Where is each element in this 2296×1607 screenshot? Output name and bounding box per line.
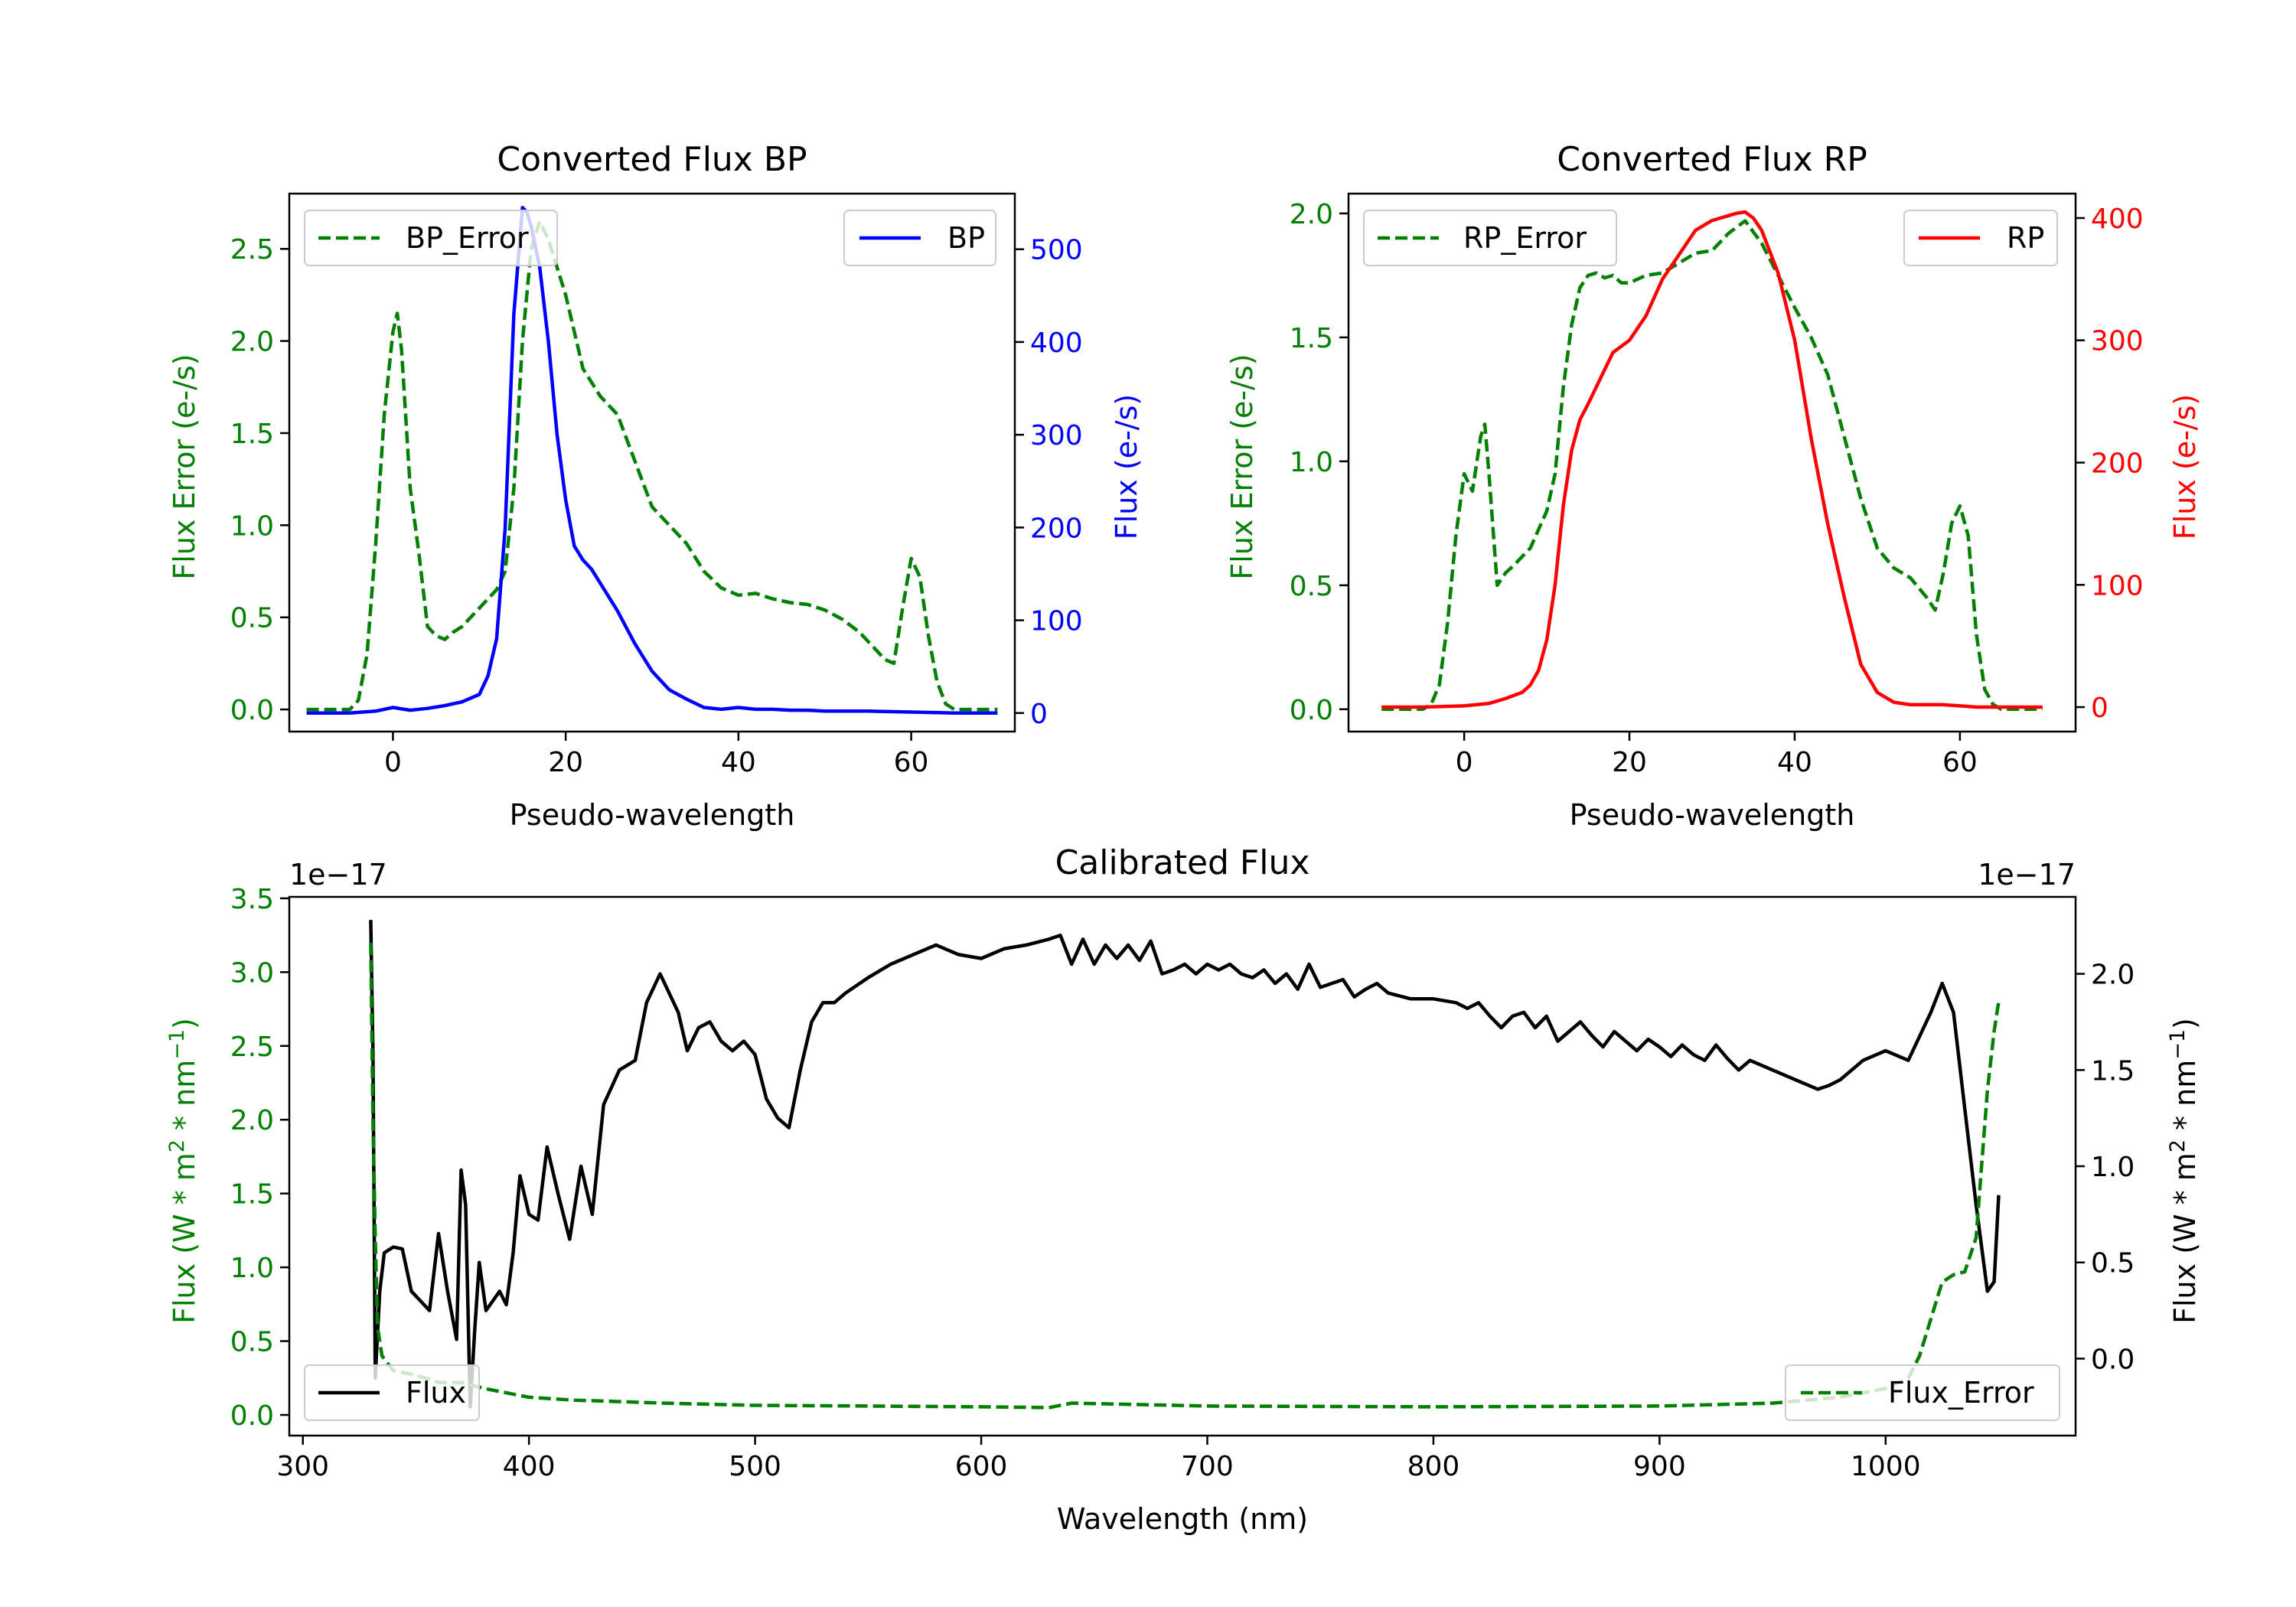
cal-xtick-label: 300 — [276, 1451, 329, 1482]
bp-series-bp — [306, 205, 998, 715]
cal-axes-frame — [288, 895, 2077, 1437]
rp-xtick-label: 20 — [1612, 747, 1647, 778]
bp-ytick-right-label: 100 — [1030, 606, 1083, 637]
cal-xtick-label: 1000 — [1851, 1451, 1921, 1482]
rp-ytick-left-label: 1.0 — [1290, 447, 1333, 478]
rp-legend-flux: RP — [1903, 210, 2058, 266]
cal-xtick-label: 700 — [1181, 1451, 1234, 1482]
bp-ytick-right-label: 500 — [1030, 235, 1083, 266]
bp-legend-flux-label: BP — [947, 221, 985, 255]
rp-ytick-left-label: 1.5 — [1290, 323, 1333, 354]
cal-xtick-label: 800 — [1407, 1451, 1460, 1482]
rp-legend-error-label: RP_Error — [1463, 221, 1587, 255]
cal-series-flux — [369, 920, 2001, 1409]
bp-ytick-left-label: 2.5 — [230, 234, 274, 266]
cal-ytick-right-label: 0.0 — [2091, 1344, 2135, 1375]
bp-series-bp-error — [306, 219, 998, 712]
cal-xtick-label: 400 — [503, 1451, 556, 1482]
rp-ytick-left-label: 0.0 — [1290, 695, 1333, 726]
cal-xlabel: Wavelength (nm) — [1057, 1502, 1308, 1536]
cal-title: Calibrated Flux — [1055, 843, 1310, 882]
calibrated-panel: Calibrated Flux Wavelength (nm) 1e−17 1e… — [165, 843, 2202, 1536]
cal-ytick-left-label: 3.0 — [230, 957, 274, 989]
bp-ytick-left-label: 0.0 — [230, 695, 274, 726]
rp-legend-flux-label: RP — [2007, 221, 2044, 255]
rp-series-rp-error — [1381, 219, 2043, 712]
cal-ytick-left-label: 1.0 — [230, 1253, 274, 1284]
cal-ytick-left-label: 1.5 — [230, 1179, 274, 1211]
bp-xtick-label: 40 — [721, 747, 756, 778]
bp-ylabel-left: Flux Error (e-/s) — [168, 354, 201, 579]
bp-legend-flux: BP — [843, 210, 996, 266]
rp-series-rp — [1381, 210, 2043, 709]
bp-axes-frame — [288, 192, 1016, 733]
rp-ylabel-left: Flux Error (e-/s) — [1225, 354, 1259, 579]
bp-legend-error-label: BP_Error — [406, 221, 529, 255]
rp-ylabel-right: Flux (e-/s) — [2168, 394, 2202, 539]
bp-ytick-left-label: 0.5 — [230, 603, 274, 634]
rp-ytick-right-label: 300 — [2091, 326, 2144, 357]
bp-ytick-left-label: 1.5 — [230, 419, 274, 450]
rp-xtick-label: 40 — [1777, 747, 1812, 778]
cal-ytick-right-label: 1.5 — [2091, 1055, 2135, 1087]
rp-xtick-label: 0 — [1456, 747, 1473, 778]
rp-axes-frame — [1347, 192, 2077, 733]
cal-ytick-left-label: 3.5 — [230, 884, 274, 915]
cal-legend-flux: Flux — [304, 1364, 480, 1421]
cal-ytick-right-label: 1.0 — [2091, 1152, 2135, 1183]
rp-panel: Converted Flux RP Pseudo-wavelength Flux… — [1225, 140, 2202, 832]
bp-ytick-right-label: 300 — [1030, 420, 1083, 451]
rp-ytick-right-label: 400 — [2091, 204, 2144, 235]
rp-ytick-right-label: 100 — [2091, 570, 2144, 601]
rp-title: Converted Flux RP — [1557, 140, 1867, 179]
bp-xtick-label: 20 — [548, 747, 583, 778]
bp-ytick-right-label: 400 — [1030, 328, 1083, 359]
bp-ytick-right-label: 0 — [1030, 699, 1048, 730]
rp-ytick-right-label: 0 — [2091, 693, 2108, 724]
cal-offset-right: 1e−17 — [1978, 858, 2076, 892]
bp-ytick-right-label: 200 — [1030, 513, 1083, 544]
rp-ytick-left-label: 2.0 — [1290, 199, 1333, 230]
bp-xtick-label: 60 — [894, 747, 929, 778]
rp-xtick-label: 60 — [1942, 747, 1978, 778]
bp-title: Converted Flux BP — [497, 140, 807, 179]
rp-ytick-left-label: 0.5 — [1290, 571, 1333, 602]
cal-xtick-label: 600 — [955, 1451, 1008, 1482]
cal-ytick-right-label: 0.5 — [2091, 1248, 2135, 1279]
cal-xtick-label: 900 — [1633, 1451, 1686, 1482]
bp-panel: Converted Flux BP Pseudo-wavelength Flux… — [168, 140, 1143, 832]
cal-offset-left: 1e−17 — [289, 858, 387, 892]
bp-xtick-label: 0 — [384, 747, 402, 778]
cal-ytick-left-label: 0.0 — [230, 1400, 274, 1432]
cal-xtick-label: 500 — [729, 1451, 781, 1482]
cal-ylabel-left: Flux (W * m2 * nm−1) — [165, 1018, 201, 1324]
rp-ytick-right-label: 200 — [2091, 448, 2144, 480]
cal-legend-error-label: Flux_Error — [1888, 1376, 2034, 1410]
bp-ytick-left-label: 1.0 — [230, 510, 274, 542]
bp-ylabel-right: Flux (e-/s) — [1110, 394, 1143, 539]
bp-xlabel: Pseudo-wavelength — [510, 798, 795, 832]
cal-ytick-right-label: 2.0 — [2091, 960, 2135, 991]
cal-ytick-left-label: 2.5 — [230, 1032, 274, 1063]
cal-series-flux-error — [369, 942, 2001, 1410]
cal-legend-error: Flux_Error — [1785, 1364, 2060, 1421]
bp-ytick-left-label: 2.0 — [230, 327, 274, 358]
cal-ytick-left-label: 2.0 — [230, 1105, 274, 1136]
cal-ylabel-right: Flux (W * m2 * nm−1) — [2166, 1018, 2202, 1324]
cal-ytick-left-label: 0.5 — [230, 1327, 274, 1358]
rp-legend-error: RP_Error — [1363, 210, 1617, 266]
rp-xlabel: Pseudo-wavelength — [1570, 798, 1855, 832]
bp-legend-error: BP_Error — [304, 210, 558, 266]
cal-legend-flux-label: Flux — [406, 1376, 466, 1410]
